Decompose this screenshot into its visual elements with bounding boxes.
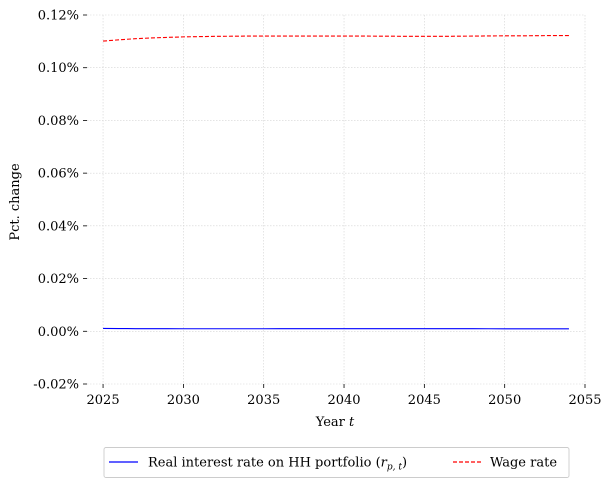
series-line-wage-rate: [103, 35, 569, 42]
x-tick-label: 2035: [247, 393, 280, 408]
x-axis-label-text: Year: [315, 415, 346, 430]
y-tick-label: 0.12%: [38, 9, 79, 24]
x-tick-label: 2040: [327, 393, 360, 408]
y-tick-label: 0.02%: [38, 272, 79, 287]
x-tick-label: 2025: [87, 393, 120, 408]
y-tick-label: 0.06%: [38, 167, 79, 182]
x-axis-label: Year t: [315, 415, 355, 430]
y-tick-label: 0.00%: [38, 325, 79, 340]
y-tick-label: 0.04%: [38, 219, 79, 234]
legend-label-interest-rate-math-base: r: [381, 456, 388, 471]
x-tick-label: 2050: [488, 393, 521, 408]
legend-label-interest-rate-math-sub: p, t: [387, 463, 402, 473]
legend: Real interest rate on HH portfolio (rp, …: [103, 447, 570, 478]
x-tick-label: 2045: [408, 393, 441, 408]
legend-label-interest-rate-text: Real interest rate on HH portfolio: [148, 456, 372, 471]
x-axis-label-var: t: [349, 415, 355, 430]
y-tick-label: -0.02%: [33, 378, 79, 393]
legend-label-wage-rate: Wage rate: [490, 456, 557, 471]
y-tick-label: 0.08%: [38, 114, 79, 129]
x-tick-label: 2030: [167, 393, 200, 408]
x-tick-label: 2055: [568, 393, 601, 408]
y-axis-label: Pct. change: [8, 163, 23, 241]
axes: 2025 2030 2035 2040 2045 2050 2055 -0.02% 0.00% 0…: [33, 9, 601, 409]
legend-label-interest-rate: Real interest rate on HH portfolio (rp, …: [148, 456, 407, 473]
grid: [87, 14, 586, 385]
legend-frame: [103, 447, 570, 478]
plot-area: [103, 35, 569, 330]
y-tick-label: 0.10%: [38, 61, 79, 76]
